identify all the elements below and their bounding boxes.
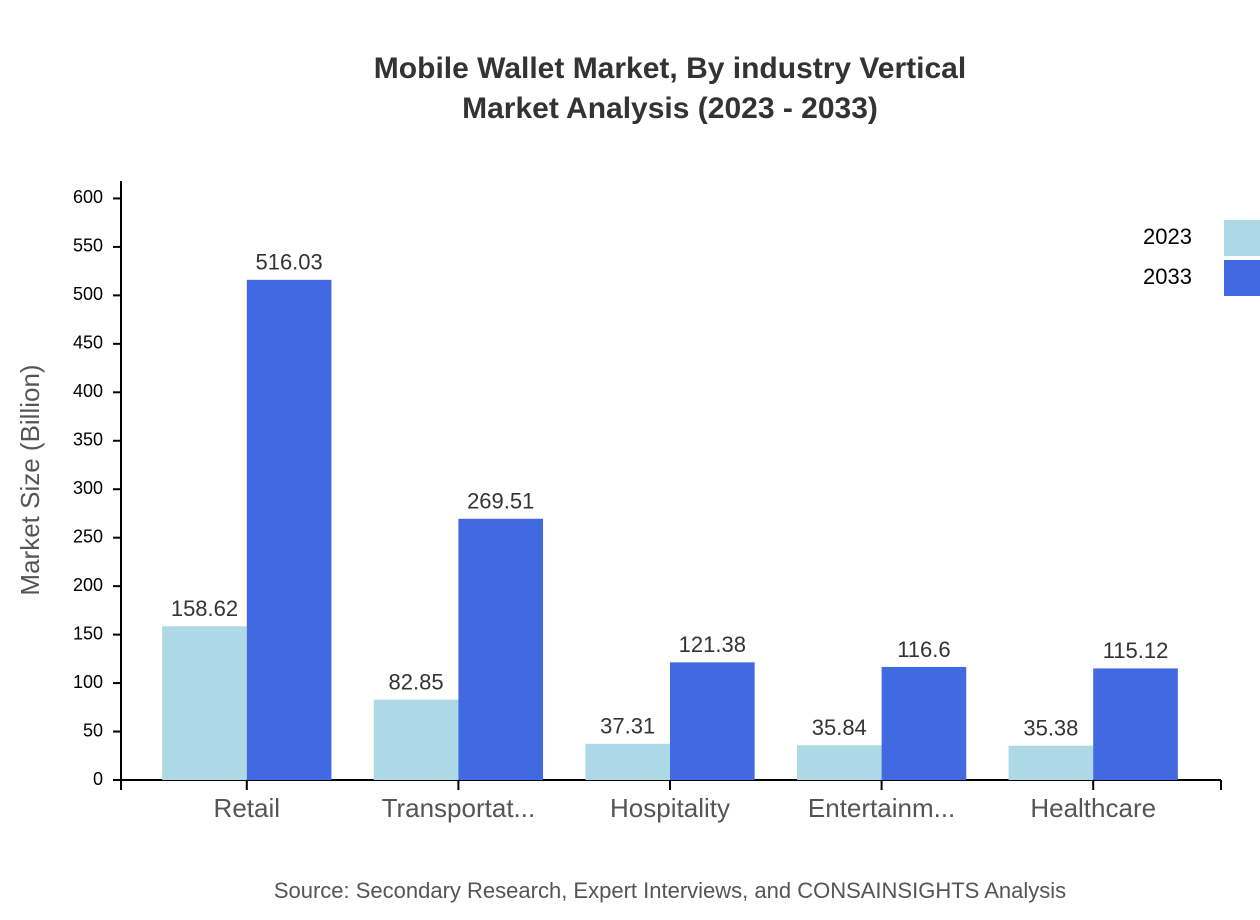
- value-label: 115.12: [1103, 638, 1169, 663]
- bar: [162, 626, 247, 780]
- legend-label: 2033: [1143, 264, 1192, 289]
- chart-subtitle: Market Analysis (2023 - 2033): [462, 92, 878, 125]
- value-label: 116.6: [897, 637, 950, 662]
- source-note: Source: Secondary Research, Expert Inter…: [274, 878, 1066, 903]
- value-label: 158.62: [171, 596, 238, 621]
- legend-label: 2023: [1143, 224, 1192, 249]
- x-tick-label: Retail: [214, 793, 280, 823]
- chart-title: Mobile Wallet Market, By industry Vertic…: [374, 52, 966, 85]
- y-tick-label: 250: [73, 526, 103, 546]
- value-label: 269.51: [467, 489, 534, 514]
- bar: [670, 662, 755, 780]
- y-tick-label: 50: [83, 720, 103, 740]
- bar: [796, 745, 882, 780]
- y-tick-label: 450: [73, 333, 103, 353]
- x-tick-label: Hospitality: [610, 793, 730, 823]
- x-tick-label: Transportat...: [382, 793, 536, 823]
- bar: [881, 666, 967, 780]
- value-label: 121.38: [679, 632, 746, 657]
- legend-swatch: [1224, 220, 1260, 256]
- value-label: 35.38: [1023, 716, 1078, 741]
- bar: [246, 279, 332, 780]
- value-label: 37.31: [600, 714, 655, 739]
- x-tick-label: Entertainm...: [808, 793, 955, 823]
- bar: [1093, 668, 1178, 780]
- legend-swatch: [1224, 260, 1260, 296]
- y-tick-label: 350: [73, 430, 103, 450]
- y-tick-label: 300: [73, 478, 103, 498]
- bar: [1008, 745, 1094, 780]
- y-tick-label: 500: [73, 284, 103, 304]
- y-tick-label: 550: [73, 236, 103, 256]
- y-tick-label: 200: [73, 575, 103, 595]
- y-tick-label: 150: [73, 623, 103, 643]
- y-tick-label: 0: [93, 769, 103, 789]
- bar: [373, 699, 459, 780]
- value-label: 82.85: [389, 670, 444, 695]
- y-axis-label: Market Size (Billion): [15, 364, 45, 595]
- bar: [458, 518, 544, 780]
- bar: [585, 743, 670, 780]
- value-label: 516.03: [255, 250, 322, 275]
- y-tick-label: 400: [73, 381, 103, 401]
- x-tick-label: Healthcare: [1030, 793, 1156, 823]
- y-tick-label: 100: [73, 672, 103, 692]
- y-tick-label: 600: [73, 187, 103, 207]
- value-label: 35.84: [812, 715, 867, 740]
